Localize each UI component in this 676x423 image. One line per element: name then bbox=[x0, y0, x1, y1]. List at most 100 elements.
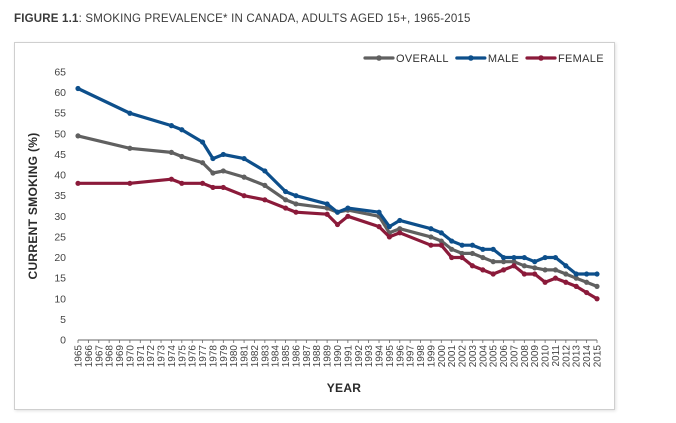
y-tick-label: 10 bbox=[54, 293, 66, 305]
data-point-male bbox=[428, 226, 434, 232]
x-tick-label: 1995 bbox=[385, 345, 396, 368]
data-point-overall bbox=[428, 234, 434, 240]
data-point-overall bbox=[293, 201, 299, 207]
x-tick-label: 1997 bbox=[406, 345, 417, 368]
x-tick-label: 1986 bbox=[291, 345, 302, 368]
data-point-female bbox=[428, 242, 434, 248]
data-point-overall bbox=[511, 259, 517, 265]
x-tick-label: 1974 bbox=[167, 345, 178, 368]
y-tick-label: 65 bbox=[54, 67, 66, 79]
y-tick-label: 40 bbox=[54, 170, 66, 182]
data-point-overall bbox=[594, 283, 600, 289]
x-tick-label: 1978 bbox=[208, 345, 219, 368]
data-point-overall bbox=[532, 265, 538, 271]
x-tick-label: 1977 bbox=[198, 345, 209, 368]
x-tick-label: 1985 bbox=[281, 345, 292, 368]
data-point-female bbox=[324, 211, 330, 217]
data-point-overall bbox=[179, 153, 185, 160]
data-point-male bbox=[469, 242, 476, 248]
x-tick-label: 1990 bbox=[333, 345, 344, 368]
data-point-female bbox=[511, 263, 517, 269]
x-tick-label: 2011 bbox=[551, 345, 562, 367]
x-tick-label: 1992 bbox=[354, 345, 365, 368]
data-point-female bbox=[552, 275, 559, 281]
data-point-female bbox=[386, 234, 392, 240]
x-tick-label: 1967 bbox=[94, 345, 105, 368]
y-axis-label: CURRENT SMOKING (%) bbox=[26, 132, 40, 279]
data-point-overall bbox=[75, 133, 81, 139]
data-point-overall bbox=[552, 267, 559, 273]
y-tick-label: 60 bbox=[54, 87, 66, 99]
x-tick-label: 1966 bbox=[84, 345, 95, 368]
y-tick-label: 20 bbox=[54, 252, 66, 264]
data-point-female bbox=[469, 263, 476, 269]
data-point-female bbox=[584, 289, 590, 296]
data-point-overall bbox=[220, 168, 226, 174]
data-point-overall bbox=[500, 259, 507, 265]
data-point-female bbox=[500, 267, 507, 273]
x-tick-label: 1989 bbox=[323, 345, 334, 368]
x-tick-label: 1991 bbox=[343, 345, 354, 368]
data-point-female bbox=[490, 271, 496, 277]
x-tick-label: 1998 bbox=[416, 345, 427, 368]
data-point-overall bbox=[199, 160, 206, 166]
x-tick-label: 1984 bbox=[271, 345, 282, 368]
data-point-male bbox=[521, 254, 527, 261]
data-point-overall bbox=[563, 271, 569, 277]
data-point-overall bbox=[262, 182, 268, 188]
data-point-male bbox=[386, 224, 392, 230]
data-point-male bbox=[438, 230, 444, 236]
data-point-female bbox=[480, 267, 486, 273]
data-point-male bbox=[584, 271, 590, 277]
x-tick-label: 1993 bbox=[364, 345, 375, 368]
series-female bbox=[75, 176, 600, 302]
legend-item-male: MALE bbox=[455, 53, 519, 65]
x-tick-label: 1987 bbox=[302, 345, 313, 368]
y-tick-label: 5 bbox=[60, 314, 66, 326]
data-point-female bbox=[199, 180, 206, 186]
data-point-overall bbox=[584, 279, 590, 285]
y-axis: 0 5 10 15 20 25 30 35 40 45 50 55 60 65 bbox=[54, 67, 66, 347]
chart-frame bbox=[14, 42, 615, 410]
data-point-male bbox=[459, 242, 465, 248]
x-tick-label: 1976 bbox=[188, 345, 199, 368]
x-tick-label: 1980 bbox=[229, 345, 240, 368]
data-point-female bbox=[449, 254, 455, 261]
x-tick-label: 2006 bbox=[499, 345, 510, 368]
x-tick-label: 2014 bbox=[582, 345, 593, 368]
data-point-male bbox=[573, 271, 579, 277]
legend: OVERALL MALE FEMALE bbox=[363, 53, 604, 65]
data-point-female bbox=[438, 242, 444, 248]
figure-title-lead: FIGURE 1.1 bbox=[14, 13, 79, 25]
data-point-overall bbox=[521, 263, 527, 269]
x-tick-label: 2009 bbox=[530, 345, 541, 368]
series-line-female bbox=[76, 177, 599, 301]
data-point-female bbox=[75, 180, 81, 186]
data-point-male bbox=[262, 168, 268, 174]
y-tick-label: 25 bbox=[54, 231, 66, 243]
data-point-female bbox=[293, 209, 299, 215]
data-point-overall bbox=[459, 250, 465, 257]
x-tick-label: 2015 bbox=[593, 345, 604, 368]
x-tick-label: 1988 bbox=[312, 345, 323, 368]
y-tick-label: 30 bbox=[54, 211, 66, 223]
data-point-female bbox=[262, 197, 268, 203]
data-point-female bbox=[283, 205, 289, 211]
legend-swatch-marker bbox=[376, 55, 382, 61]
legend-label-overall: OVERALL bbox=[396, 53, 449, 65]
data-point-female bbox=[220, 184, 226, 191]
x-tick-label: 2000 bbox=[437, 345, 448, 368]
x-tick-label: 1983 bbox=[260, 345, 271, 368]
x-tick-label: 1975 bbox=[177, 345, 188, 368]
x-axis-label: YEAR bbox=[327, 381, 362, 395]
data-point-overall bbox=[241, 174, 247, 180]
data-point-male bbox=[127, 110, 133, 116]
data-point-male bbox=[500, 254, 507, 261]
y-tick-label: 0 bbox=[60, 335, 66, 347]
data-point-overall bbox=[469, 250, 476, 257]
data-point-male bbox=[75, 85, 81, 92]
data-point-male bbox=[168, 123, 175, 129]
data-point-female bbox=[397, 230, 403, 236]
data-point-male bbox=[324, 201, 330, 207]
